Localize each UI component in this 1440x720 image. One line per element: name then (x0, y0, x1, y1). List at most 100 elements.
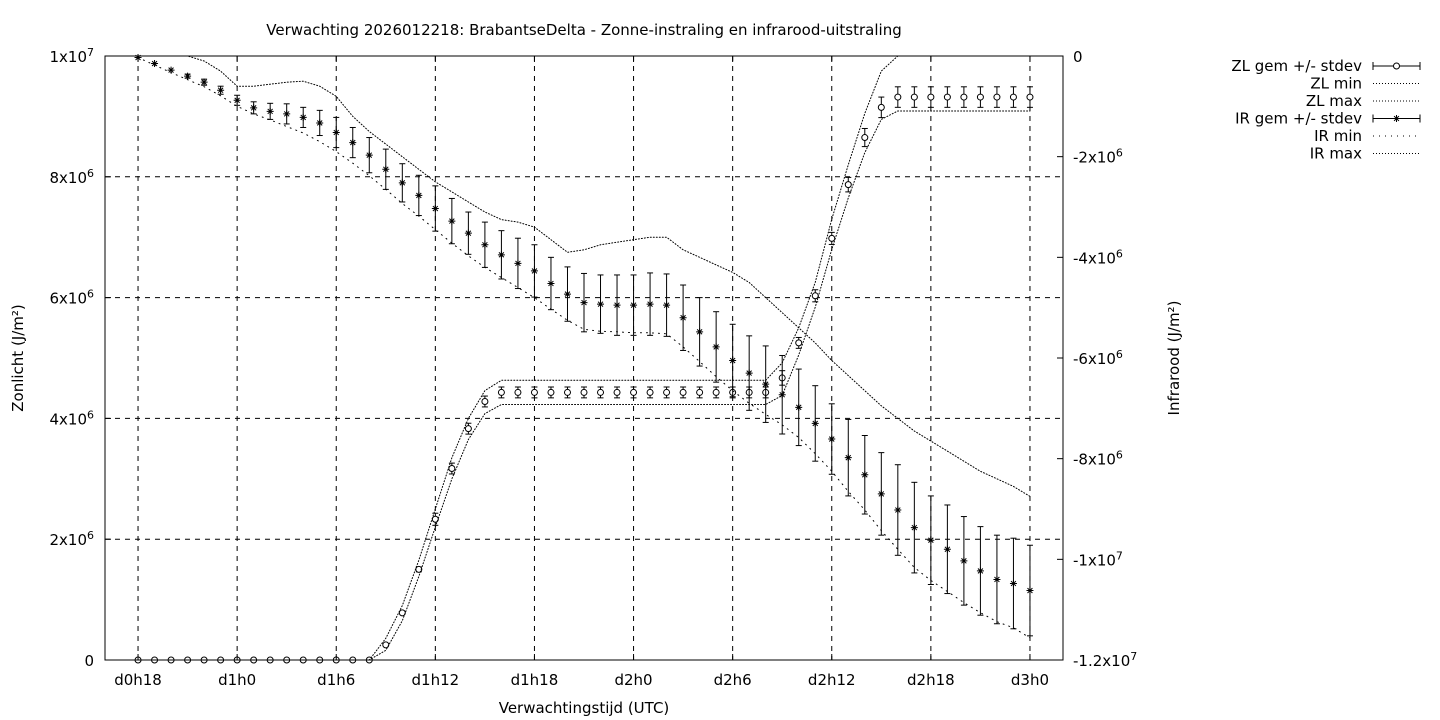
data-point (844, 181, 852, 189)
data-point (993, 575, 1001, 583)
legend-label: ZL gem +/- stdev (1231, 57, 1362, 75)
series-line (137, 57, 1031, 639)
data-point (167, 66, 175, 74)
legend-marker (1393, 62, 1400, 70)
data-point (976, 567, 984, 575)
data-point (398, 609, 406, 617)
data-point (729, 357, 737, 365)
data-point (217, 86, 225, 94)
x-tick-label: d2h0 (614, 671, 652, 689)
data-point (316, 119, 324, 127)
series-zl-max (137, 55, 1031, 661)
data-point (910, 524, 918, 532)
y-tick-label: 4x106 (49, 408, 94, 428)
x-tick-label: d1h18 (511, 671, 559, 689)
data-point (200, 78, 208, 86)
data-point (844, 454, 852, 462)
data-point (266, 107, 274, 115)
y2-tick-label: -8x106 (1073, 449, 1123, 469)
data-point (481, 241, 489, 249)
y-tick-label: 8x106 (49, 167, 94, 187)
data-point (151, 60, 159, 68)
x-tick-label: d1h12 (412, 671, 460, 689)
legend-label: IR max (1310, 145, 1362, 163)
data-point (250, 104, 258, 112)
x-tick-label: d3h0 (1011, 671, 1049, 689)
data-point (233, 96, 241, 104)
data-point (877, 103, 885, 111)
data-point (481, 397, 489, 405)
data-point (811, 292, 819, 300)
data-point (927, 93, 935, 101)
x-tick-label: d0h18 (114, 671, 162, 689)
y-tick-label: 0 (84, 652, 94, 670)
data-point (547, 388, 555, 396)
data-point (382, 641, 390, 649)
data-point (696, 328, 704, 336)
data-point (1026, 587, 1034, 595)
y2-tick-label: -2x106 (1073, 147, 1123, 167)
data-point (497, 251, 505, 259)
series-layer (134, 54, 1034, 664)
y2-tick-label: -4x106 (1073, 247, 1123, 267)
data-point (960, 557, 968, 565)
data-point (712, 388, 720, 396)
data-point (530, 267, 538, 275)
y2-tick-label: -1.2x107 (1073, 650, 1137, 670)
data-point (910, 93, 918, 101)
data-point (1026, 93, 1034, 101)
y2-tick-label: -1x107 (1073, 549, 1123, 569)
plot-frame (104, 55, 1064, 661)
y-tick-label: 2x106 (49, 529, 94, 549)
y2-tick-label: -6x106 (1073, 348, 1123, 368)
data-point (828, 435, 836, 443)
data-point (431, 205, 439, 213)
y2-tick-label: 0 (1073, 48, 1083, 66)
legend-label: ZL max (1306, 92, 1362, 110)
data-point (382, 165, 390, 173)
series-line (137, 55, 1031, 497)
legend-label: IR min (1314, 127, 1362, 145)
data-point (762, 380, 770, 388)
legend-label: ZL min (1310, 75, 1362, 93)
axes: d0h18 d1h0 d1h6 d1h12 d1h18 d2h0 d2h6 d2h12 d2h1… (49, 46, 1137, 689)
data-point (696, 388, 704, 396)
data-point (597, 300, 605, 308)
data-point (795, 403, 803, 411)
data-point (679, 314, 687, 322)
data-point (630, 388, 638, 396)
data-point (184, 72, 192, 80)
x-axis-label: Verwachtingstijd (UTC) (499, 699, 670, 717)
data-point (514, 259, 522, 267)
x-tick-label: d2h18 (907, 671, 955, 689)
data-point (530, 388, 538, 396)
data-point (613, 301, 621, 309)
data-point (927, 536, 935, 544)
data-point (365, 151, 373, 159)
x-tick-label: d2h6 (714, 671, 752, 689)
series-ir-gem-stdev (134, 54, 1034, 637)
data-point (778, 391, 786, 399)
data-point (828, 234, 836, 242)
data-point (877, 490, 885, 498)
data-point (431, 515, 439, 523)
data-point (332, 129, 340, 137)
data-point (563, 388, 571, 396)
data-point (646, 388, 654, 396)
data-point (448, 465, 456, 473)
data-point (795, 339, 803, 347)
data-point (630, 301, 638, 309)
data-point (398, 179, 406, 187)
data-point (1009, 93, 1017, 101)
data-point (679, 388, 687, 396)
data-point (299, 113, 307, 121)
data-point (464, 229, 472, 237)
series-ir-min (137, 57, 1031, 639)
data-point (580, 388, 588, 396)
data-point (745, 369, 753, 377)
data-point (547, 280, 555, 288)
x-tick-label: d2h12 (808, 671, 856, 689)
